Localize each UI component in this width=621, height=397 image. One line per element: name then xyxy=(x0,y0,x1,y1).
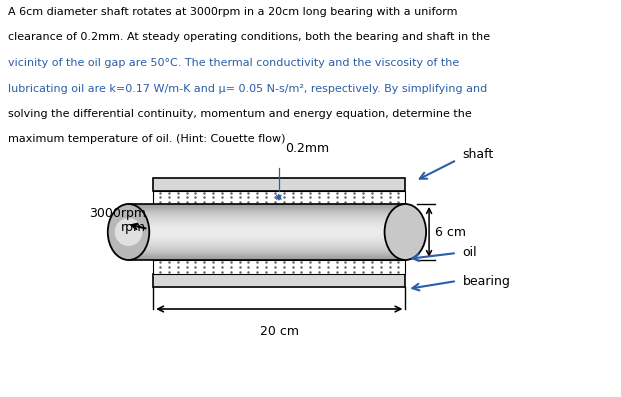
Bar xyxy=(129,254,406,256)
Text: oil: oil xyxy=(463,247,478,260)
Text: maximum temperature of oil. (Hint: Couette flow): maximum temperature of oil. (Hint: Couet… xyxy=(8,135,286,145)
Bar xyxy=(129,239,406,241)
Text: A 6cm diameter shaft rotates at 3000rpm in a 20cm long bearing with a uniform: A 6cm diameter shaft rotates at 3000rpm … xyxy=(8,7,458,17)
Text: bearing: bearing xyxy=(463,274,510,287)
Ellipse shape xyxy=(115,218,142,246)
Text: lubricating oil are k=0.17 W/m-K and μ= 0.05 N-s/m², respectively. By simplifyin: lubricating oil are k=0.17 W/m-K and μ= … xyxy=(8,83,487,94)
Text: solving the differential continuity, momentum and energy equation, determine the: solving the differential continuity, mom… xyxy=(8,109,472,119)
Text: 0.2mm: 0.2mm xyxy=(285,142,329,155)
Ellipse shape xyxy=(384,204,426,260)
Bar xyxy=(153,260,406,274)
Text: clearance of 0.2mm. At steady operating conditions, both the bearing and shaft i: clearance of 0.2mm. At steady operating … xyxy=(8,33,490,42)
Bar xyxy=(129,209,406,212)
Bar xyxy=(129,228,406,230)
Bar xyxy=(129,226,406,228)
Bar xyxy=(129,208,406,210)
Ellipse shape xyxy=(108,204,149,260)
Bar xyxy=(129,247,406,249)
Bar xyxy=(129,256,406,258)
Bar xyxy=(129,241,406,243)
Bar xyxy=(129,245,406,247)
Bar xyxy=(129,234,406,236)
Bar xyxy=(129,235,406,237)
Bar xyxy=(129,251,406,252)
Text: vicinity of the oil gap are 50°C. The thermal conductivity and the viscosity of : vicinity of the oil gap are 50°C. The th… xyxy=(8,58,459,68)
Bar xyxy=(129,211,406,213)
Bar xyxy=(129,215,406,217)
Bar xyxy=(129,213,406,215)
Text: 6 cm: 6 cm xyxy=(435,225,466,239)
Text: shaft: shaft xyxy=(463,148,494,162)
Text: 3000rpm: 3000rpm xyxy=(89,206,147,220)
Bar xyxy=(129,249,406,251)
Bar xyxy=(129,232,406,234)
Bar xyxy=(129,252,406,254)
Bar xyxy=(153,274,406,287)
Bar xyxy=(129,204,406,206)
Bar xyxy=(153,191,406,204)
Bar xyxy=(129,258,406,260)
Text: rpm: rpm xyxy=(121,220,147,233)
Bar xyxy=(129,237,406,239)
Bar xyxy=(129,224,406,226)
Bar xyxy=(129,230,406,232)
Text: 20 cm: 20 cm xyxy=(260,325,299,338)
Bar xyxy=(129,217,406,219)
Bar xyxy=(129,219,406,221)
Bar xyxy=(129,206,406,208)
Bar xyxy=(129,222,406,225)
Bar xyxy=(129,221,406,223)
Bar xyxy=(153,177,406,191)
Bar xyxy=(129,243,406,245)
